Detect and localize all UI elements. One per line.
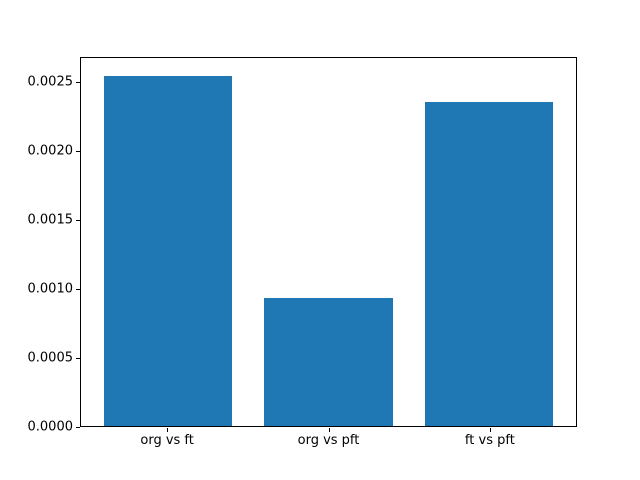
ytick-label: 0.0020 [27,143,74,159]
xtick-label-ft-vs-pft: ft vs pft [464,433,515,448]
bar-org-vs-pft [264,298,393,426]
xtick-mark [490,428,491,432]
xtick-label-org-vs-pft: org vs pft [297,433,360,448]
xtick-label-org-vs-ft: org vs ft [140,433,194,448]
bar-ft-vs-pft [424,101,554,426]
xtick-mark [167,428,168,432]
ytick-label: 0.0000 [27,419,74,435]
ytick-mark [76,358,80,359]
ytick-mark [76,220,80,221]
xtick-mark [329,428,330,432]
bar-org-vs-ft [103,75,233,426]
ytick-mark [76,289,80,290]
ytick-label: 0.0025 [27,74,74,90]
ytick-mark [76,151,80,152]
plot-area [81,58,576,426]
ytick-label: 0.0005 [27,350,74,366]
ytick-label: 0.0015 [27,212,74,228]
axes [80,57,577,427]
ytick-mark [76,427,80,428]
ytick-mark [76,82,80,83]
ytick-label: 0.0010 [27,281,74,297]
